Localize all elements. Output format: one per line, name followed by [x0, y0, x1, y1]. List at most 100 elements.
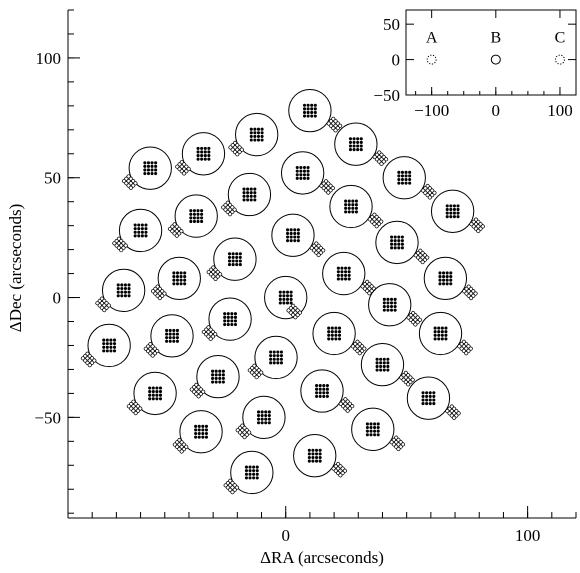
fibre-dot	[334, 333, 338, 337]
fibre-dot	[150, 172, 154, 176]
fibre-dot	[408, 174, 412, 178]
bundle-circle	[271, 213, 315, 257]
fibre-dot	[256, 131, 261, 135]
fibre-dot	[325, 387, 329, 391]
inset-y-tick-label: 0	[392, 51, 401, 70]
fibre-dot	[314, 459, 319, 463]
fibre-dot	[337, 326, 342, 330]
fibre-dot	[226, 315, 230, 319]
fibre-dot	[133, 223, 137, 227]
bundle-circle	[288, 88, 332, 133]
fibre-dot	[233, 312, 238, 316]
fibre-bundles	[80, 88, 485, 495]
fibre-dot	[322, 394, 326, 398]
fibre-dot	[269, 350, 273, 354]
fibre-dot	[282, 301, 286, 305]
fibre-dot	[123, 283, 127, 287]
fibre-dot	[151, 386, 155, 390]
fibre-dot	[133, 227, 137, 231]
fibre-dot	[351, 203, 355, 207]
sky-fibre	[333, 128, 338, 133]
fibre-dot	[112, 342, 117, 346]
fibre-dot	[172, 336, 176, 340]
fibre-dot	[306, 169, 310, 173]
bundle-circle	[181, 132, 226, 176]
fibre-dot	[386, 368, 390, 372]
fibre-dot	[200, 154, 204, 158]
fibre-dot	[330, 330, 334, 334]
fibre-dot	[449, 207, 453, 212]
fibre-dot	[158, 386, 163, 390]
fibre-dot	[310, 103, 314, 107]
fibre-dot	[421, 391, 425, 395]
fibre-dot	[306, 173, 310, 177]
bundle-circle	[242, 395, 286, 440]
fibre-dot	[140, 234, 144, 238]
fibre-dot	[267, 421, 271, 425]
x-tick-label: 100	[515, 526, 541, 545]
fibre-dot	[230, 322, 234, 327]
fibre-dot	[221, 369, 225, 373]
sky-fibre	[157, 295, 162, 301]
fibre-dot	[313, 103, 317, 107]
bundle-circle	[312, 311, 356, 356]
sky-fibre	[464, 351, 469, 356]
fibre-dot	[143, 168, 147, 172]
fibre-dot	[227, 263, 232, 267]
fibre-dot	[375, 364, 379, 368]
fibre-dot	[302, 176, 306, 180]
fibre-dot	[330, 337, 334, 341]
fibre-dot	[408, 177, 412, 182]
fibre-dot	[354, 210, 358, 214]
fibre-dot	[175, 271, 180, 275]
fibre-dot	[218, 376, 222, 380]
bundle-circle	[293, 434, 337, 478]
fibre-bundle	[360, 342, 415, 387]
fibre-dot	[310, 110, 314, 114]
fibre-dot	[369, 422, 373, 426]
fibre-dot	[175, 328, 179, 333]
fibre-dot	[365, 422, 369, 426]
fibre-dot	[223, 315, 227, 319]
fibre-dot	[296, 239, 300, 243]
fibre-dot	[155, 393, 159, 397]
fibre-dot	[356, 140, 360, 144]
fibre-dot	[452, 211, 456, 215]
fibre-dot	[295, 169, 299, 173]
fibre-dot	[322, 391, 326, 395]
fibre-dot	[428, 391, 432, 395]
fibre-bundle	[235, 395, 286, 440]
fibre-dot	[201, 435, 205, 439]
fibre-dot	[373, 429, 377, 433]
fibre-dot	[218, 369, 222, 373]
fibre-dot	[340, 270, 344, 274]
fibre-dot	[255, 476, 259, 480]
fibre-dot	[445, 271, 449, 275]
fibre-dot	[260, 127, 264, 131]
fibre-dot	[231, 259, 235, 263]
fibre-dot	[150, 164, 154, 168]
fibre-dot	[295, 176, 299, 180]
fibre-dot	[260, 410, 264, 414]
fibre-dot	[112, 349, 117, 353]
fibre-dot	[302, 114, 307, 118]
fibre-dot	[278, 294, 282, 298]
fibre-dot	[146, 164, 150, 168]
fibre-dot	[315, 391, 319, 395]
fibre-dot	[246, 191, 250, 195]
fibre-dot	[123, 294, 127, 298]
fibre-dot	[175, 282, 180, 286]
fibre-dot	[255, 465, 259, 469]
fibre-dot	[197, 435, 201, 439]
inset-point-b	[490, 54, 501, 65]
fibre-dot	[299, 176, 303, 180]
fibre-dot	[127, 294, 131, 298]
fibre-dot	[233, 322, 238, 327]
fibre-dot	[425, 402, 429, 406]
fibre-dot	[227, 259, 232, 263]
fibre-dot	[150, 168, 154, 172]
fibre-dot	[393, 297, 397, 301]
fibre-dot	[386, 357, 390, 361]
fibre-dot	[444, 333, 448, 337]
fibre-dot	[449, 211, 453, 215]
